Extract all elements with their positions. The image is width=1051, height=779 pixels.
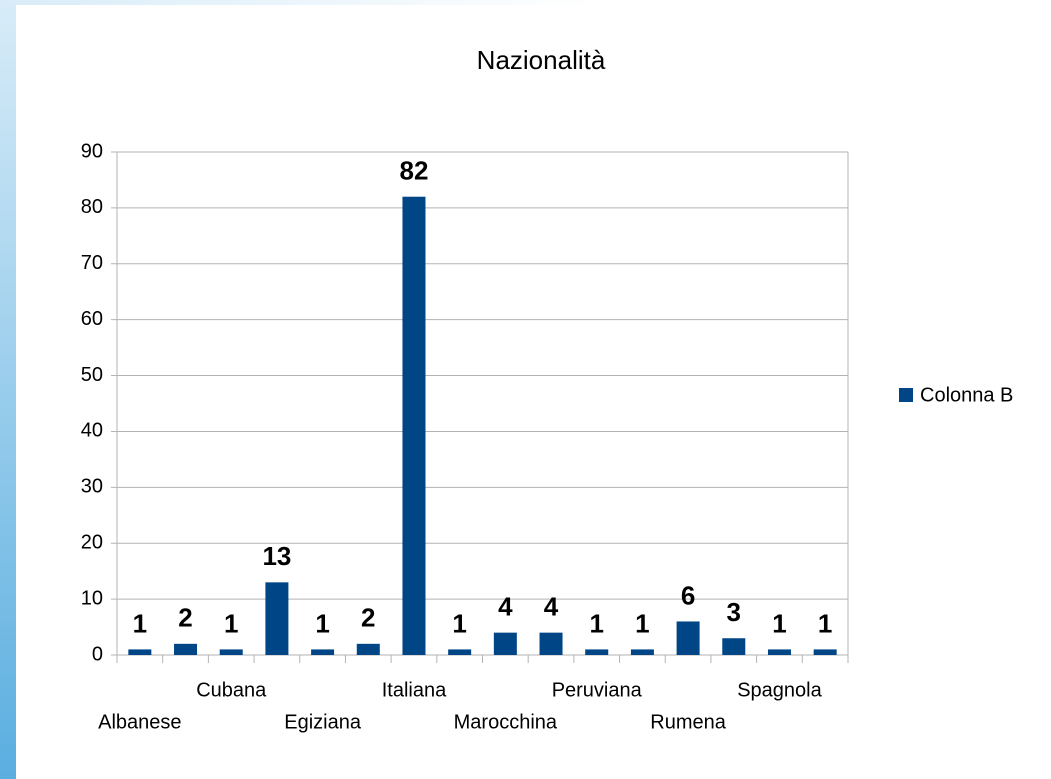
y-tick-label: 90 <box>81 140 103 162</box>
x-tick-label: Spagnola <box>737 679 822 701</box>
value-label: 1 <box>818 608 832 638</box>
value-label: 4 <box>498 592 513 622</box>
bar <box>585 649 609 655</box>
value-label: 1 <box>772 608 786 638</box>
value-label: 2 <box>361 603 375 633</box>
value-label: 1 <box>589 608 603 638</box>
y-tick-label: 80 <box>81 196 103 218</box>
bar <box>356 643 380 655</box>
top-strip <box>0 0 600 5</box>
y-tick-label: 50 <box>81 364 103 386</box>
y-tick-label: 60 <box>81 308 103 330</box>
y-tick-label: 10 <box>81 587 103 609</box>
bar <box>448 649 472 655</box>
bar <box>265 582 289 655</box>
x-tick-label: Peruviana <box>552 679 643 701</box>
value-label: 1 <box>315 608 329 638</box>
y-tick-label: 30 <box>81 476 103 498</box>
chart-title: Nazionalità <box>477 45 606 75</box>
value-label: 6 <box>681 580 695 610</box>
bar <box>219 649 243 655</box>
bar <box>493 632 517 655</box>
bar <box>402 196 426 655</box>
value-label: 2 <box>178 603 192 633</box>
value-label: 13 <box>262 541 291 571</box>
value-label: 1 <box>224 608 238 638</box>
bar <box>722 638 746 655</box>
x-tick-label: Egiziana <box>284 711 362 733</box>
bar <box>630 649 654 655</box>
edge-strip <box>0 0 16 779</box>
value-label: 3 <box>727 597 741 627</box>
y-tick-label: 40 <box>81 420 103 442</box>
x-tick-label: Rumena <box>650 711 726 733</box>
x-tick-label: Cubana <box>196 679 267 701</box>
bar <box>767 649 791 655</box>
value-label: 1 <box>452 608 466 638</box>
bar <box>539 632 563 655</box>
y-tick-label: 0 <box>92 643 103 665</box>
bar <box>676 621 700 655</box>
legend-label: Colonna B <box>920 384 1013 406</box>
x-tick-label: Marocchina <box>454 711 558 733</box>
bar <box>174 643 198 655</box>
bar <box>311 649 335 655</box>
legend-swatch <box>899 388 913 402</box>
value-label: 82 <box>400 156 429 186</box>
value-label: 1 <box>133 608 147 638</box>
y-tick-label: 70 <box>81 252 103 274</box>
bar <box>813 649 837 655</box>
value-label: 4 <box>544 592 559 622</box>
bar <box>128 649 152 655</box>
x-tick-label: Italiana <box>382 679 447 701</box>
y-tick-label: 20 <box>81 532 103 554</box>
value-label: 1 <box>635 608 649 638</box>
x-tick-label: Albanese <box>98 711 181 733</box>
